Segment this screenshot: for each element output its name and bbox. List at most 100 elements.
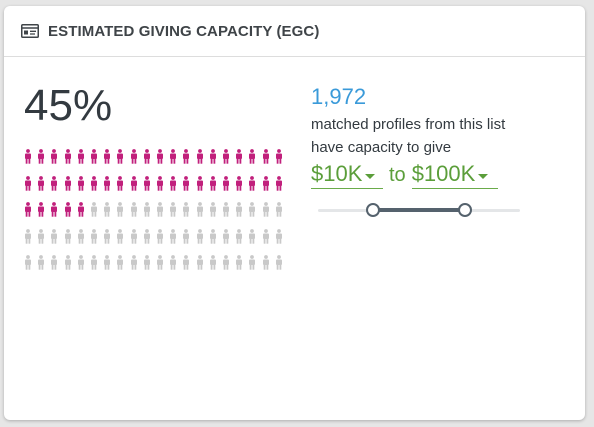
person-icon-empty — [183, 228, 190, 244]
person-icon-filled — [275, 175, 282, 191]
person-icon-empty — [209, 228, 216, 244]
person-icon-empty — [249, 202, 256, 217]
person-icon-empty — [157, 255, 163, 270]
person-icon-empty — [170, 202, 177, 217]
slider-min-handle[interactable] — [365, 203, 380, 217]
person-icon-filled — [209, 175, 216, 191]
person-icon-filled — [262, 149, 269, 164]
person-icon-empty — [183, 255, 190, 270]
person-icon-filled — [130, 175, 137, 191]
person-icon-filled — [64, 202, 71, 217]
person-icon-empty — [25, 255, 31, 270]
card-title: ESTIMATED GIVING CAPACITY (EGC) — [48, 23, 320, 40]
person-icon-empty — [170, 228, 177, 244]
person-icon-empty — [196, 202, 203, 217]
person-icon-filled — [104, 149, 111, 164]
person-icon-filled — [64, 149, 71, 164]
id-card-icon — [21, 24, 39, 38]
person-icon-filled — [91, 175, 97, 191]
person-icon-empty — [236, 228, 243, 244]
person-icon-empty — [275, 255, 282, 270]
person-icon-empty — [262, 255, 269, 270]
person-icon-empty — [143, 202, 150, 217]
person-icon-empty — [275, 202, 282, 217]
person-icon-filled — [143, 149, 150, 164]
capacity-range: $10K to $100K — [311, 159, 498, 189]
person-icon-filled — [223, 149, 229, 164]
person-icon-empty — [157, 228, 163, 244]
person-icon-empty — [209, 202, 216, 217]
card-header: ESTIMATED GIVING CAPACITY (EGC) — [4, 6, 585, 57]
person-icon-filled — [51, 202, 58, 217]
person-icon-empty — [117, 202, 124, 217]
person-icon-filled — [223, 175, 229, 191]
person-icon-filled — [117, 149, 124, 164]
range-to-label: to — [389, 164, 406, 186]
person-icon-empty — [91, 255, 97, 270]
capacity-percent: 45% — [24, 81, 113, 130]
matched-description-line-1: matched profiles from this list — [311, 116, 506, 133]
person-icon-empty — [91, 228, 97, 244]
person-icon-empty — [249, 255, 256, 270]
min-capacity-value: $10K — [311, 161, 363, 186]
person-icon-filled — [275, 149, 282, 164]
person-icon-filled — [143, 175, 150, 191]
person-icon-filled — [51, 149, 58, 164]
person-icon-empty — [236, 202, 243, 217]
capacity-range-slider[interactable] — [318, 202, 520, 218]
egc-card: ESTIMATED GIVING CAPACITY (EGC) 45% 1,97… — [4, 6, 585, 420]
person-icon-empty — [130, 255, 137, 270]
person-icon-filled — [25, 149, 31, 164]
person-icon-filled — [236, 175, 243, 191]
person-icon-filled — [183, 175, 190, 191]
person-icon-filled — [262, 175, 269, 191]
person-icon-empty — [196, 228, 203, 244]
person-icon-empty — [183, 202, 190, 217]
person-icon-filled — [38, 149, 45, 164]
person-icon-empty — [236, 255, 243, 270]
person-icon-empty — [223, 255, 229, 270]
person-icon-filled — [51, 175, 58, 191]
max-capacity-value: $100K — [411, 161, 476, 186]
person-icon-filled — [64, 175, 71, 191]
person-icon-empty — [157, 202, 163, 217]
matched-description-line-2: have capacity to give — [311, 139, 452, 156]
person-icon-filled — [183, 149, 190, 164]
person-icon-empty — [104, 202, 111, 217]
matched-count: 1,972 — [311, 84, 367, 109]
person-icon-empty — [25, 228, 31, 244]
person-icon-filled — [38, 202, 45, 217]
person-icon-empty — [64, 228, 71, 244]
person-icon-filled — [249, 175, 256, 191]
person-icon-filled — [157, 175, 163, 191]
person-icon-filled — [236, 149, 243, 164]
person-icon-empty — [223, 202, 229, 217]
person-icon-empty — [262, 202, 269, 217]
person-icon-filled — [157, 149, 163, 164]
person-icon-empty — [262, 228, 269, 244]
person-icon-empty — [223, 228, 229, 244]
person-icon-empty — [275, 228, 282, 244]
people-grid — [24, 149, 294, 270]
person-icon-empty — [51, 228, 58, 244]
person-icon-filled — [209, 149, 216, 164]
person-icon-filled — [196, 149, 203, 164]
max-capacity-select[interactable]: $100K — [411, 161, 498, 189]
person-icon-filled — [77, 175, 84, 191]
slider-max-handle[interactable] — [458, 203, 473, 217]
person-icon-filled — [170, 149, 177, 164]
min-capacity-select[interactable]: $10K — [311, 161, 383, 189]
person-icon-filled — [38, 175, 45, 191]
person-icon-empty — [143, 228, 150, 244]
person-icon-empty — [249, 228, 256, 244]
caret-down-icon — [478, 173, 489, 179]
person-icon-filled — [117, 175, 124, 191]
person-icon-filled — [249, 149, 256, 164]
caret-down-icon — [365, 173, 376, 179]
person-icon-empty — [51, 255, 58, 270]
person-icon-filled — [91, 149, 97, 164]
person-icon-empty — [117, 255, 124, 270]
person-icon-filled — [77, 202, 84, 217]
person-icon-empty — [130, 202, 137, 217]
person-icon-empty — [77, 255, 84, 270]
